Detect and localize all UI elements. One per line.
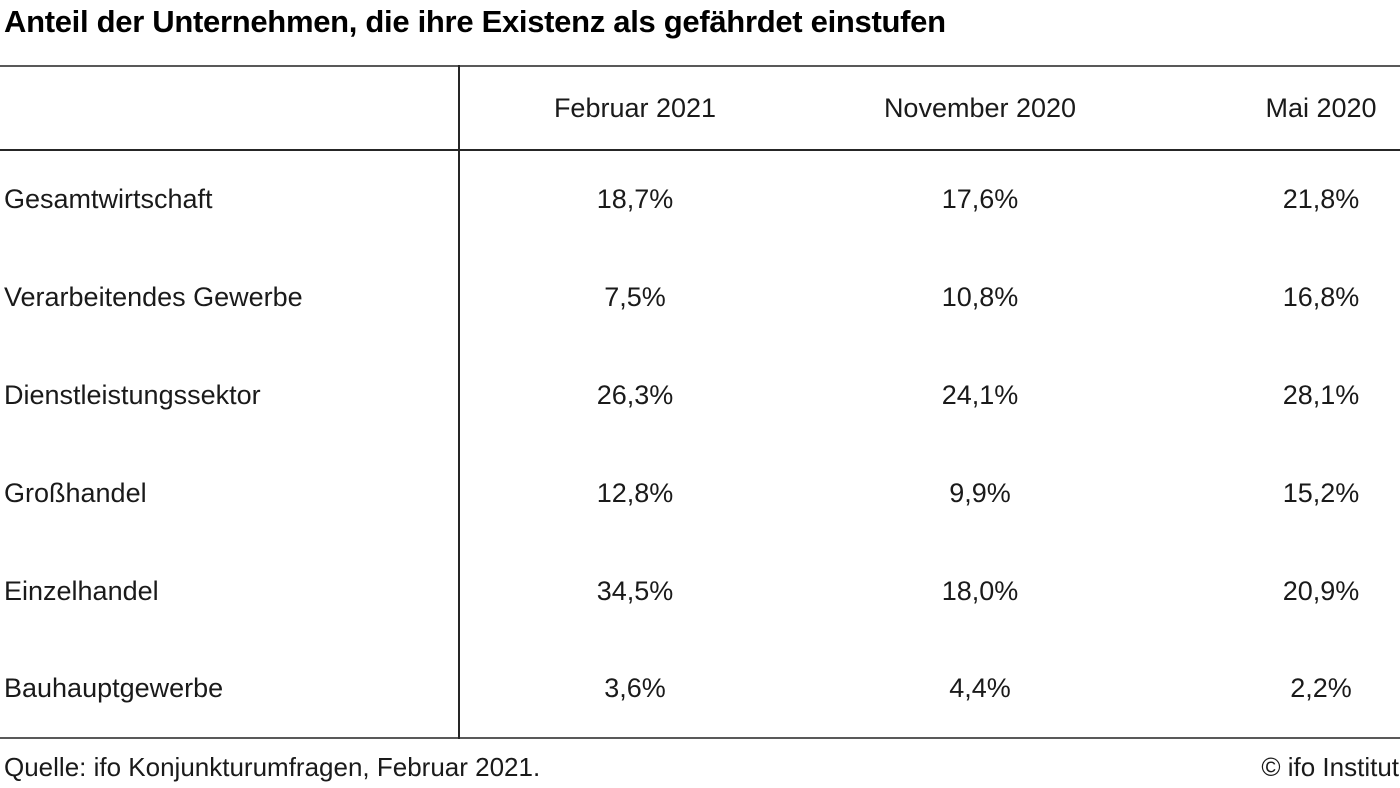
cell-value: 24,1% bbox=[941, 379, 1019, 410]
row-label-dienstleistungssektor: Dienstleistungssektor bbox=[0, 346, 460, 444]
cell-value: 18,0% bbox=[941, 575, 1019, 606]
cell-value: 28,1% bbox=[1282, 379, 1360, 410]
copyright-note: © ifo Institut bbox=[1261, 752, 1399, 782]
footer: Quelle: ifo Konjunkturumfragen, Februar … bbox=[4, 752, 1399, 783]
cell-value: 21,8% bbox=[1282, 184, 1360, 214]
cell-value: 16,8% bbox=[1282, 281, 1360, 312]
cell-value: 20,9% bbox=[1282, 575, 1360, 606]
cell-value: 4,4% bbox=[949, 673, 1011, 703]
table-row: Dienstleistungssektor 26,3% 24,1% 28,1% bbox=[0, 346, 1400, 444]
table-header-row: Februar 2021 November 2020 Mai 2020 bbox=[0, 66, 1400, 151]
cell-value: 9,9% bbox=[949, 477, 1011, 508]
row-label-einzelhandel: Einzelhandel bbox=[0, 542, 460, 640]
table-row: Einzelhandel 34,5% 18,0% 20,9% bbox=[0, 542, 1400, 640]
cell-value: 26,3% bbox=[596, 379, 674, 410]
row-label-verarbeitendes-gewerbe: Verarbeitendes Gewerbe bbox=[0, 248, 460, 346]
row-label-gesamtwirtschaft: Gesamtwirtschaft bbox=[0, 150, 460, 248]
cell-value: 34,5% bbox=[596, 575, 674, 606]
existence-risk-table: Februar 2021 November 2020 Mai 2020 Gesa… bbox=[0, 65, 1400, 739]
cell-value: 10,8% bbox=[941, 281, 1019, 312]
row-label-bauhauptgewerbe: Bauhauptgewerbe bbox=[0, 640, 460, 738]
source-note: Quelle: ifo Konjunkturumfragen, Februar … bbox=[4, 752, 541, 782]
cell-value: 12,8% bbox=[596, 477, 674, 508]
cell-value: 2,2% bbox=[1290, 673, 1352, 703]
cell-value: 3,6% bbox=[604, 673, 666, 703]
cell-value: 17,6% bbox=[941, 184, 1019, 214]
table-row: Bauhauptgewerbe 3,6% 4,4% 2,2% bbox=[0, 640, 1400, 738]
table-row: Gesamtwirtschaft 18,7% 17,6% 21,8% bbox=[0, 150, 1400, 248]
cell-value: 7,5% bbox=[604, 281, 666, 312]
page-title: Anteil der Unternehmen, die ihre Existen… bbox=[4, 4, 946, 39]
column-header-november-2020: November 2020 bbox=[810, 66, 1150, 151]
cell-value: 15,2% bbox=[1282, 477, 1360, 508]
column-header-mai-2020: Mai 2020 bbox=[1150, 66, 1400, 151]
row-label-grosshandel: Großhandel bbox=[0, 444, 460, 542]
table-row: Verarbeitendes Gewerbe 7,5% 10,8% 16,8% bbox=[0, 248, 1400, 346]
table-row: Großhandel 12,8% 9,9% 15,2% bbox=[0, 444, 1400, 542]
cell-value: 18,7% bbox=[596, 184, 674, 214]
column-header-februar-2021: Februar 2021 bbox=[459, 66, 810, 151]
table-stub-cell bbox=[0, 66, 460, 151]
